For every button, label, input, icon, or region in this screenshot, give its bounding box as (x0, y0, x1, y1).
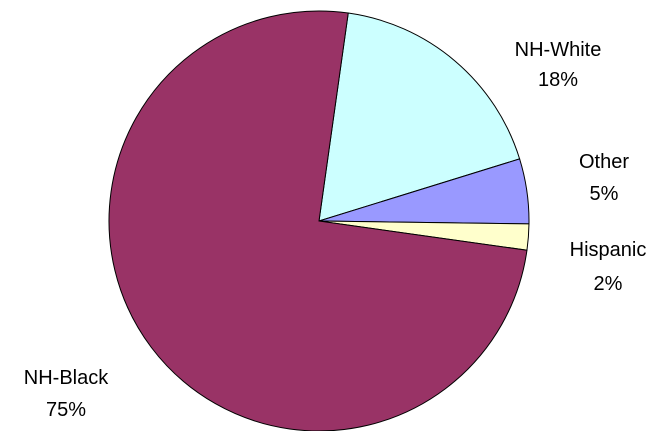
pie-slice-nh-white (318, 12, 521, 222)
pie-slices (108, 10, 530, 431)
pie-slice-nh-black (108, 10, 528, 431)
slice-label-hispanic: Hispanic (570, 239, 647, 261)
slice-label-nh-black: NH-Black (24, 367, 109, 389)
pie-labels: NH-White 18% Other 5% Hispanic 2% NH-Bla… (24, 39, 647, 421)
slice-label-other: Other (579, 151, 629, 173)
slice-percent-other: 5% (590, 183, 619, 205)
slice-percent-nh-black: 75% (46, 399, 86, 421)
slice-percent-nh-white: 18% (538, 69, 578, 91)
slice-label-nh-white: NH-White (515, 39, 602, 61)
slice-percent-hispanic: 2% (594, 273, 623, 295)
